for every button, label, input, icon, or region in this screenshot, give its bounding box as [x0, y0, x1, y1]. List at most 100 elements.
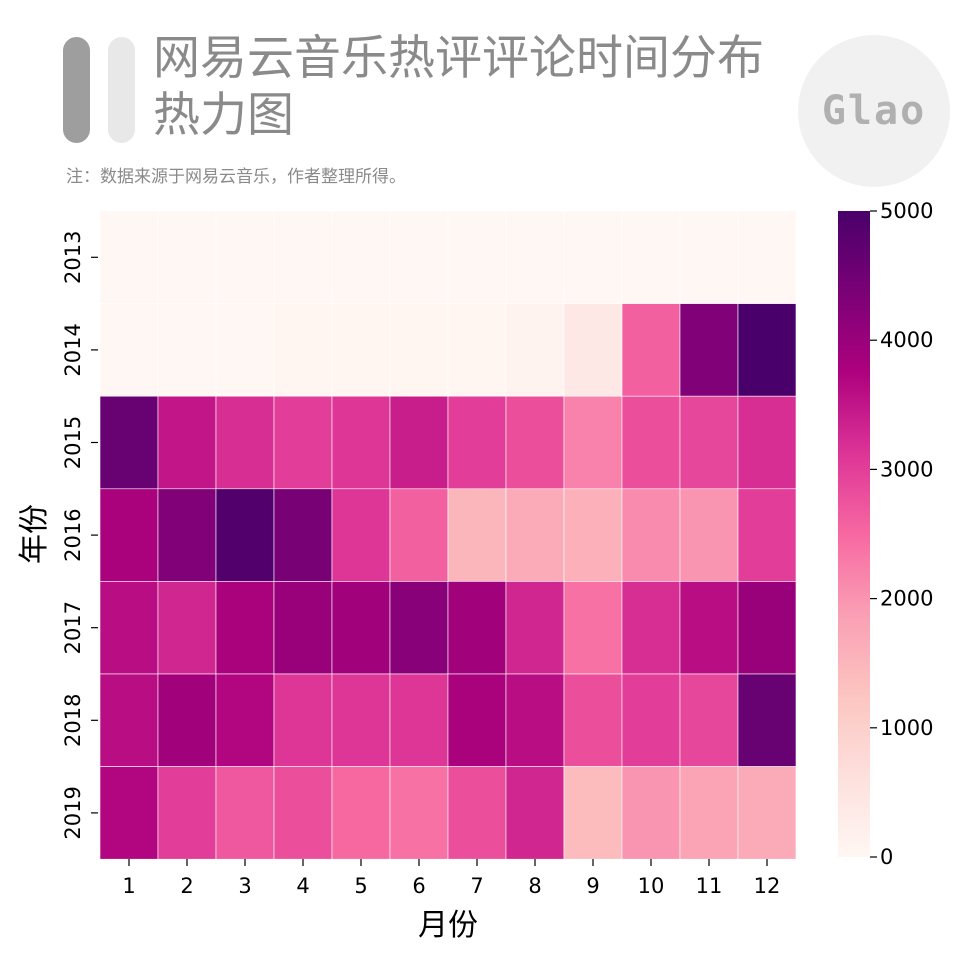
heatmap-cell: [679, 395, 739, 490]
heatmap-cell: [737, 488, 797, 582]
y-tick-label: 2013: [61, 231, 85, 284]
colorbar-tick-label: 2000: [880, 587, 933, 611]
y-tick-label: 2014: [61, 323, 85, 376]
heatmap-cell: [737, 673, 797, 767]
heatmap-cell: [621, 488, 681, 582]
heatmap-cell: [621, 395, 681, 490]
y-tick-label: 2019: [61, 786, 85, 839]
heatmap-cell: [389, 766, 449, 860]
colorbar-tick-label: 0: [880, 845, 893, 869]
decor-bar-light: [108, 37, 135, 143]
heatmap-cell: [99, 581, 159, 675]
x-tick-label: 2: [180, 874, 193, 898]
heatmap-cell: [447, 488, 507, 582]
heatmap-cell: [331, 210, 391, 304]
heatmap-cell: [679, 766, 739, 860]
x-tick-label: 1: [122, 874, 135, 898]
heatmap-cell: [273, 395, 333, 490]
chart-title: 网易云音乐热评评论时间分布热力图: [153, 31, 764, 143]
heatmap-cell: [99, 673, 159, 767]
heatmap-cell: [157, 673, 217, 767]
heatmap-cell: [447, 673, 507, 767]
heatmap-cell: [737, 766, 797, 860]
heatmap-cell: [563, 488, 623, 582]
y-tick-label: 2015: [61, 416, 85, 469]
heatmap-cell: [389, 395, 449, 490]
heatmap-cell: [679, 581, 739, 675]
heatmap-cell: [99, 488, 159, 582]
heatmap-cell: [621, 766, 681, 860]
logo-badge: Glao: [798, 35, 950, 187]
colorbar-tick-label: 4000: [880, 328, 933, 352]
heatmap-cell: [447, 766, 507, 860]
logo-text: Glao: [821, 88, 927, 134]
heatmap-cell: [331, 488, 391, 582]
heatmap-cell: [447, 303, 507, 397]
heatmap-cell: [505, 488, 565, 582]
heatmap-cell: [215, 210, 275, 304]
heatmap-cell: [157, 766, 217, 860]
heatmap-cell: [273, 581, 333, 675]
heatmap-cell: [563, 766, 623, 860]
x-tick-label: 6: [412, 874, 425, 898]
heatmap-cell: [505, 303, 565, 397]
x-tick-label: 8: [528, 874, 541, 898]
heatmap-cell: [331, 303, 391, 397]
heatmap-cell: [389, 303, 449, 397]
heatmap-cell: [563, 395, 623, 490]
heatmap-cell: [505, 673, 565, 767]
heatmap-cell: [99, 766, 159, 860]
heatmap-cell: [215, 488, 275, 582]
source-note: 注：数据来源于网易云音乐，作者整理所得。: [66, 167, 406, 187]
heatmap-cell: [505, 581, 565, 675]
x-tick-label: 4: [296, 874, 309, 898]
heatmap-cell: [679, 488, 739, 582]
x-tick-label: 5: [354, 874, 367, 898]
heatmap-cell: [389, 210, 449, 304]
heatmap-cell: [331, 766, 391, 860]
heatmap-cell: [505, 395, 565, 490]
x-tick-label: 10: [638, 874, 665, 898]
heatmap-cell: [621, 673, 681, 767]
heatmap-cell: [563, 303, 623, 397]
heatmap-cell: [157, 395, 217, 490]
heatmap-cell: [215, 395, 275, 490]
heatmap-cell: [505, 766, 565, 860]
heatmap-cell: [99, 395, 159, 490]
heatmap-cell: [157, 210, 217, 304]
x-tick-label: 9: [586, 874, 599, 898]
heatmap-cell: [621, 303, 681, 397]
heatmap-cell: [679, 673, 739, 767]
heatmap-cell: [157, 303, 217, 397]
colorbar-ticks: 0 1000 2000 3000 4000 5000: [870, 199, 933, 869]
y-tick-label: 2016: [61, 508, 85, 561]
heatmap-cell: [215, 673, 275, 767]
heatmap-cell: [679, 210, 739, 304]
heatmap-cell: [215, 303, 275, 397]
heatmap-cell: [273, 210, 333, 304]
heatmap-cell: [99, 303, 159, 397]
x-tick-label: 12: [754, 874, 781, 898]
heatmap-cell: [447, 581, 507, 675]
heatmap-cell: [447, 395, 507, 490]
heatmap-cell: [157, 581, 217, 675]
heatmap-cell: [331, 395, 391, 490]
y-axis-ticks: 2013 2014 2015 2016 2017 2018 2019: [61, 231, 98, 840]
heatmap-cells: [99, 210, 797, 860]
decor-bar-dark: [63, 37, 90, 143]
heatmap-cell: [331, 673, 391, 767]
heatmap-cell: [215, 766, 275, 860]
colorbar-tick-label: 1000: [880, 716, 933, 740]
heatmap-cell: [157, 488, 217, 582]
heatmap-cell: [215, 581, 275, 675]
colorbar-tick-label: 5000: [880, 199, 933, 223]
heatmap-cell: [447, 210, 507, 304]
x-tick-label: 3: [238, 874, 251, 898]
heatmap-cell: [273, 488, 333, 582]
heatmap-cell: [679, 303, 739, 397]
x-tick-label: 11: [696, 874, 723, 898]
heatmap-cell: [389, 673, 449, 767]
heatmap-cell: [389, 581, 449, 675]
x-axis-ticks: 1 2 3 4 5 6 7 8 9 10 11 12: [122, 859, 780, 898]
